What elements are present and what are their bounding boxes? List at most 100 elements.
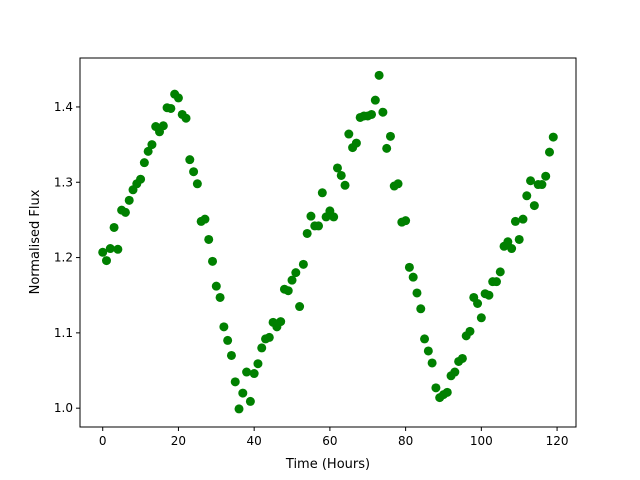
y-axis-ticks: 1.0 1.1 1.2 1.3 1.4 [54,100,80,415]
data-point [166,103,176,113]
data-point [514,234,524,244]
data-point [401,216,411,226]
data-point [431,383,441,393]
data-point [545,147,554,157]
y-tick-label: 1.3 [54,175,73,189]
data-point [249,369,259,379]
y-tick-label: 1.4 [54,100,73,114]
data-point [226,350,236,360]
data-point [113,244,123,254]
data-point [507,244,517,254]
data-point [393,179,403,189]
data-point [495,267,505,277]
data-point [427,358,437,368]
data-point [457,353,467,363]
data-point [314,221,324,231]
data-point [253,359,263,369]
x-axis-label: Time (Hours) [285,457,370,472]
data-point [332,163,342,173]
data-point [230,377,240,387]
data-point [317,188,327,198]
data-point [442,387,452,397]
data-point [526,176,536,186]
data-point [158,121,168,131]
data-point [298,259,308,269]
data-point [264,332,274,342]
data-point [208,256,218,266]
data-point [473,299,483,308]
data-point [143,146,153,156]
data-point [242,367,252,377]
data-point [382,143,392,153]
data-point [276,317,286,327]
data-point [420,334,430,344]
data-point [518,214,528,224]
data-point [147,140,157,150]
data-point [257,343,267,353]
data-point [287,275,297,285]
data-point [529,201,539,211]
data-point [200,214,210,224]
data-point [192,179,202,189]
data-point [329,212,339,222]
data-point [510,216,520,226]
data-point [185,155,195,165]
y-axis-label: Normalised Flux [28,189,43,294]
data-point [139,158,149,168]
y-tick-label: 1.0 [54,401,73,415]
data-point [340,180,350,190]
x-tick-label: 120 [546,434,569,448]
data-point [404,262,414,272]
data-point [120,207,130,217]
data-point [215,292,225,302]
data-point [408,272,418,282]
data-point [98,247,108,257]
data-point [484,290,494,300]
data-point [367,109,377,119]
data-point [219,322,229,332]
data-point [378,107,388,117]
data-point [503,237,513,247]
data-point [541,171,551,181]
data-point [109,222,119,232]
data-point [238,388,248,398]
data-point [351,138,361,148]
data-point [412,288,422,298]
data-point [423,346,433,356]
data-point [465,326,475,336]
data-point [136,174,146,184]
data-point [302,228,312,238]
data-point [124,195,134,205]
x-tick-label: 80 [398,434,413,448]
y-tick-label: 1.2 [54,251,73,265]
x-tick-label: 100 [470,434,493,448]
data-point [336,170,346,180]
data-point [491,277,501,287]
data-point [522,191,532,201]
x-tick-label: 40 [247,434,262,448]
x-tick-label: 20 [171,434,186,448]
data-point [204,234,214,244]
data-point [105,244,115,254]
data-point [385,131,395,141]
data-points-group [98,70,558,414]
data-point [548,132,558,142]
data-point [234,404,244,414]
x-tick-label: 60 [322,434,337,448]
data-point [295,302,305,312]
y-tick-label: 1.1 [54,326,73,340]
data-point [223,335,233,345]
data-point [291,268,301,278]
data-point [102,256,111,266]
data-point [416,304,426,314]
data-point [370,95,380,105]
data-point [476,313,486,323]
data-point [181,113,191,123]
data-point [189,167,199,177]
data-point [450,367,460,377]
data-point [306,211,316,221]
data-point [245,396,255,406]
data-point [211,281,221,291]
